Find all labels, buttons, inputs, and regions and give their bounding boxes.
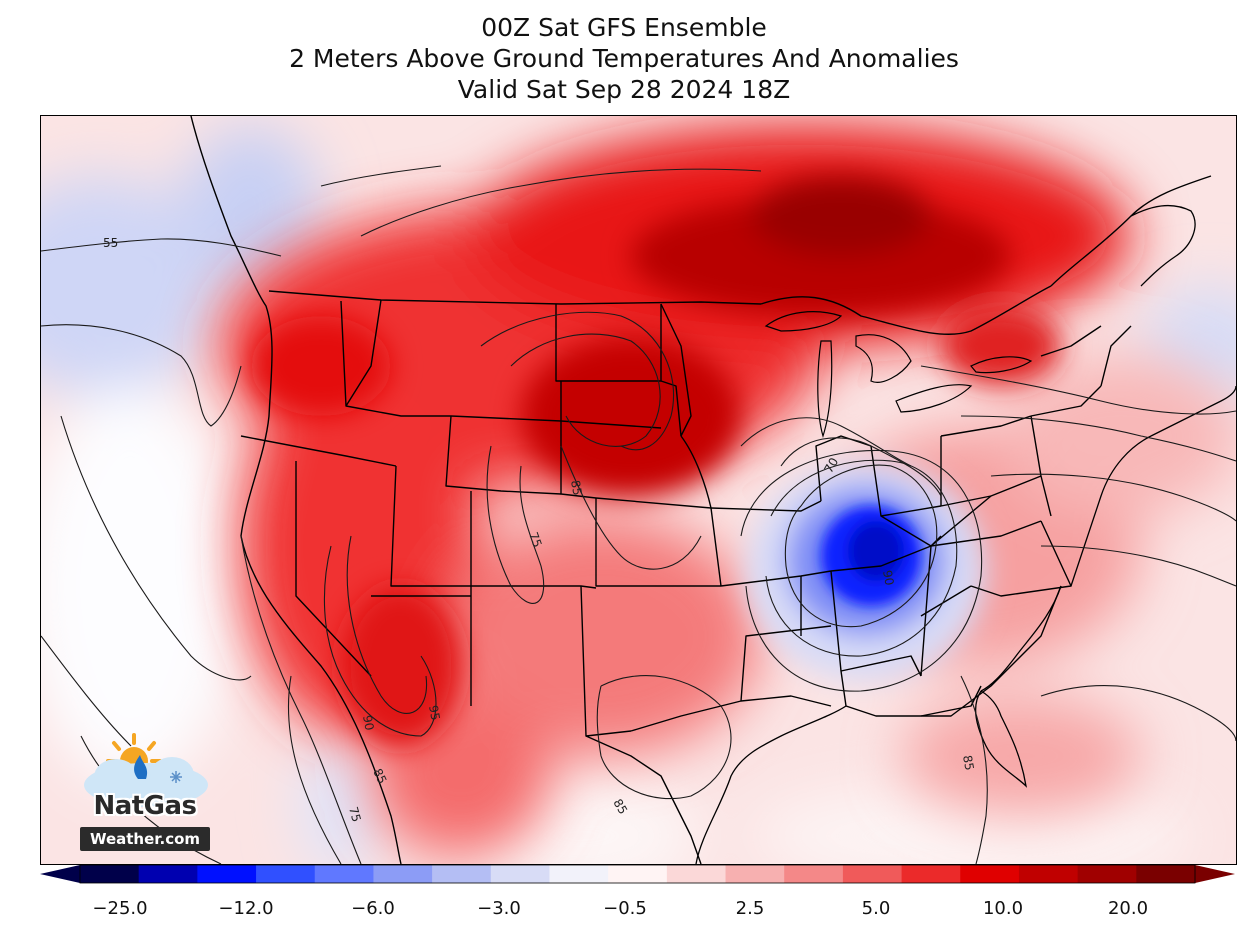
colorbar-cell xyxy=(784,865,844,883)
logo-name: NatGas xyxy=(93,791,197,821)
colorbar-cell xyxy=(1136,865,1196,883)
logo-site: Weather.com xyxy=(80,827,210,851)
natgas-weather-logo: NatGas Weather.com xyxy=(76,733,216,855)
colorbar-cell xyxy=(314,865,375,883)
contour-label: 75 xyxy=(526,530,544,549)
colorbar-cell xyxy=(432,865,492,883)
contour-label: 90 xyxy=(360,714,376,731)
colorbar-cell xyxy=(842,865,903,883)
contour-label: 55 xyxy=(103,236,118,250)
colorbar-cell xyxy=(138,865,198,883)
contour-label: 85 xyxy=(370,766,389,786)
anomaly-colorbar xyxy=(40,864,1235,884)
colorbar-tick-label: −3.0 xyxy=(477,898,521,919)
contour-label: 85 xyxy=(568,479,584,496)
contour-label: 85 xyxy=(610,797,630,817)
contour-label: 85 xyxy=(960,754,976,771)
colorbar-cell xyxy=(373,865,433,883)
colorbar-cell xyxy=(197,865,257,883)
colorbar-tick-label: −6.0 xyxy=(351,898,395,919)
cloud-icon xyxy=(84,757,208,807)
anomaly-map-svg: 55 70 75 85 90 90 95 85 75 85 85 xyxy=(41,116,1236,864)
cold-anomaly-core xyxy=(821,506,921,606)
great-lakes xyxy=(764,311,1033,439)
east-coastline xyxy=(695,204,1236,864)
colorbar-min-extend xyxy=(40,865,80,883)
colorbar-cell xyxy=(256,865,316,883)
colorbar-tick-label: −0.5 xyxy=(603,898,647,919)
colorbar-cell xyxy=(1077,865,1137,883)
colorbar-cell xyxy=(1018,865,1079,883)
flame-icon xyxy=(134,755,148,779)
title-field: 2 Meters Above Ground Temperatures And A… xyxy=(289,44,959,73)
anomaly-map: 55 70 75 85 90 90 95 85 75 85 85 xyxy=(40,115,1237,865)
colorbar-cell xyxy=(80,865,140,883)
colorbar-cell xyxy=(960,865,1020,883)
political-boundaries xyxy=(190,116,1212,864)
colorbar-cell xyxy=(725,865,785,883)
colorbar-tick-label: −25.0 xyxy=(92,898,148,919)
colorbar-cell xyxy=(549,865,609,883)
colorbar-tick-label: 20.0 xyxy=(1107,898,1149,919)
colorbar-cell xyxy=(666,865,727,883)
map-title: 00Z Sat GFS Ensemble 2 Meters Above Grou… xyxy=(0,12,1248,105)
title-model: 00Z Sat GFS Ensemble xyxy=(481,13,767,42)
temperature-contours xyxy=(41,165,1236,864)
colorbar-outline xyxy=(79,864,1196,884)
contour-label: 95 xyxy=(426,704,442,721)
contour-labels: 55 70 75 85 90 90 95 85 75 85 85 xyxy=(103,236,976,824)
contour-label: 70 xyxy=(821,455,841,475)
colorbar-tick-label: 10.0 xyxy=(982,898,1024,919)
colorbar-cell xyxy=(901,865,961,883)
warm-anomaly-cores xyxy=(251,176,1061,746)
colorbar-tick-label: −12.0 xyxy=(218,898,274,919)
colorbar-max-extend xyxy=(1195,865,1235,883)
logo-graphic xyxy=(84,733,208,807)
colorbar-cell xyxy=(490,865,551,883)
colorbar-tick-labels: −25.0 −12.0 −6.0 −3.0 −0.5 2.5 5.0 10.0 … xyxy=(0,898,1248,924)
title-valid-time: Valid Sat Sep 28 2024 18Z xyxy=(457,75,791,104)
colorbar-tick-label: 5.0 xyxy=(861,898,891,919)
colorbar-tick-label: 2.5 xyxy=(735,898,765,919)
contour-label: 75 xyxy=(346,805,363,823)
contour-label: 90 xyxy=(880,569,896,586)
colorbar-cell xyxy=(608,865,668,883)
snowflake-icon xyxy=(170,771,182,783)
colorbar-cells xyxy=(80,865,1196,883)
